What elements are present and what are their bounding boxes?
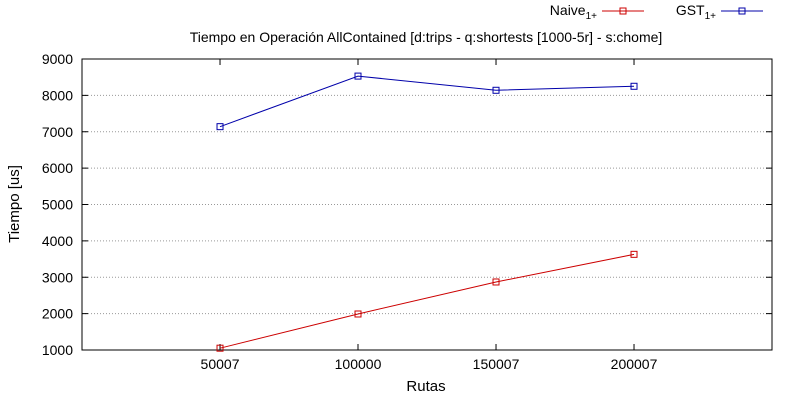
- y-axis-label: Tiempo [us]: [6, 165, 23, 243]
- data-point: [492, 278, 500, 286]
- y-tick-label: 2000: [42, 306, 73, 322]
- series-gst: [216, 72, 638, 131]
- data-point: [492, 86, 500, 94]
- y-tick-label: 5000: [42, 197, 73, 213]
- legend-series-name: GST: [676, 2, 705, 18]
- x-axis-label: Rutas: [406, 378, 445, 395]
- data-point: [216, 344, 224, 352]
- y-tick-label: 4000: [42, 233, 73, 249]
- data-point: [216, 123, 224, 131]
- series-line: [219, 253, 635, 349]
- y-tick-label: 9000: [42, 51, 73, 67]
- x-axis: 50007 100000 150007 200007: [201, 59, 658, 372]
- legend-marker: [619, 7, 627, 15]
- x-tick-label: 200007: [611, 356, 658, 372]
- series-line: [219, 75, 635, 128]
- legend-label: GST1+: [676, 2, 716, 22]
- y-tick-label: 6000: [42, 160, 73, 176]
- chart-title: Tiempo en Operación AllContained [d:trip…: [190, 29, 663, 45]
- y-axis: 1000 2000 3000 4000 5000 6000 7000 8000 9000: [42, 51, 772, 358]
- series-naive: [216, 250, 638, 352]
- grid: [82, 94, 772, 315]
- x-tick-label: 150007: [473, 356, 520, 372]
- legend-label: Naive1+: [550, 2, 597, 22]
- y-tick-label: 8000: [42, 87, 73, 103]
- x-tick-label: 50007: [201, 356, 240, 372]
- x-tick-label: 100000: [335, 356, 382, 372]
- legend: Naive1+ GST1+: [550, 2, 763, 22]
- data-point: [630, 250, 638, 258]
- data-point: [354, 310, 362, 318]
- data-point: [630, 82, 638, 90]
- series-layer: [216, 72, 638, 352]
- legend-series-subscript: 1+: [705, 11, 717, 22]
- legend-series-name: Naive: [550, 2, 586, 18]
- legend-series-subscript: 1+: [586, 11, 598, 22]
- y-tick-label: 1000: [42, 342, 73, 358]
- y-tick-label: 3000: [42, 269, 73, 285]
- data-point: [354, 72, 362, 80]
- legend-marker: [738, 7, 746, 15]
- y-tick-label: 7000: [42, 124, 73, 140]
